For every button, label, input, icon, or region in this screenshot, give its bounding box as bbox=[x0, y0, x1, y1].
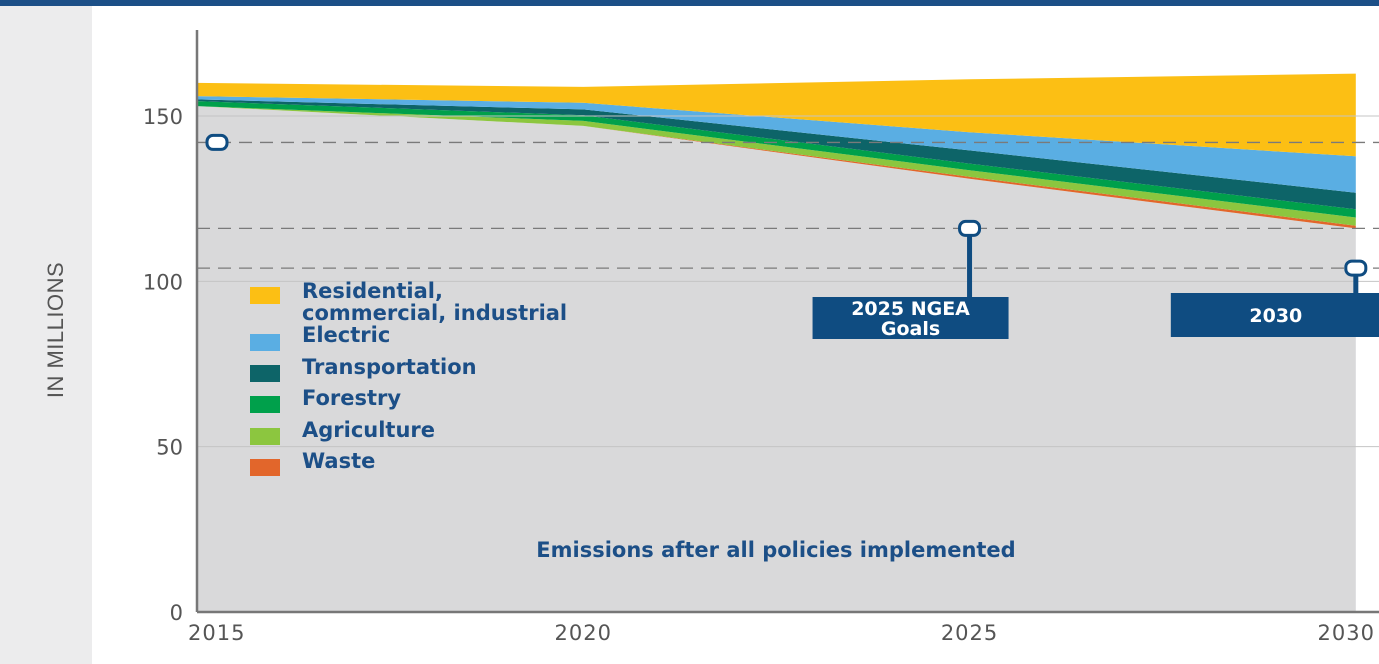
area-residential-commercial-industrial bbox=[197, 73, 1356, 157]
legend-label: commercial, industrial bbox=[302, 301, 567, 325]
tick-labels: 0 50 100 150 2015 2020 2025 2030 bbox=[143, 105, 1375, 645]
legend-swatch bbox=[250, 428, 280, 445]
x-tick-label: 2025 bbox=[941, 621, 998, 645]
legend-swatch bbox=[250, 287, 280, 304]
legend-label: Waste bbox=[302, 449, 375, 473]
area-electric bbox=[197, 96, 1356, 193]
legend-label: Transportation bbox=[302, 355, 477, 379]
goal-marker bbox=[958, 219, 982, 237]
legend-label: Residential, bbox=[302, 279, 443, 303]
left-strip bbox=[0, 6, 92, 664]
legend-swatch bbox=[250, 396, 280, 413]
goal-box bbox=[1170, 293, 1379, 337]
goal-marker bbox=[1344, 259, 1368, 277]
area-layers bbox=[197, 73, 1356, 612]
legend-label: Electric bbox=[302, 323, 390, 347]
goal-marker bbox=[205, 133, 229, 151]
y-tick-label: 50 bbox=[156, 436, 183, 460]
y-tick-label: 150 bbox=[143, 105, 183, 129]
gridlines bbox=[197, 115, 1379, 448]
legend: Residential,commercial, industrialElectr… bbox=[250, 279, 567, 476]
legend-label: Agriculture bbox=[302, 418, 435, 442]
goal-label: Goals bbox=[881, 318, 940, 340]
base-area-annotation: Emissions after all policies implemented bbox=[536, 538, 1015, 562]
top-bar bbox=[0, 0, 1379, 6]
legend-label: Forestry bbox=[302, 386, 401, 410]
legend-swatch bbox=[250, 459, 280, 476]
legend-swatch bbox=[250, 334, 280, 351]
area-base bbox=[197, 106, 1356, 612]
x-tick-label: 2020 bbox=[555, 621, 612, 645]
reference-lines bbox=[197, 141, 1379, 269]
axes bbox=[195, 30, 1379, 614]
goal-box bbox=[812, 297, 1009, 339]
goal-label: 2025 NGEA bbox=[851, 298, 970, 320]
goal-label: 2030 bbox=[1249, 305, 1302, 327]
y-tick-label: 0 bbox=[170, 601, 183, 625]
legend-swatch bbox=[250, 365, 280, 382]
x-tick-label: 2015 bbox=[188, 621, 245, 645]
y-tick-label: 100 bbox=[143, 270, 183, 294]
x-tick-label: 2030 bbox=[1318, 621, 1375, 645]
